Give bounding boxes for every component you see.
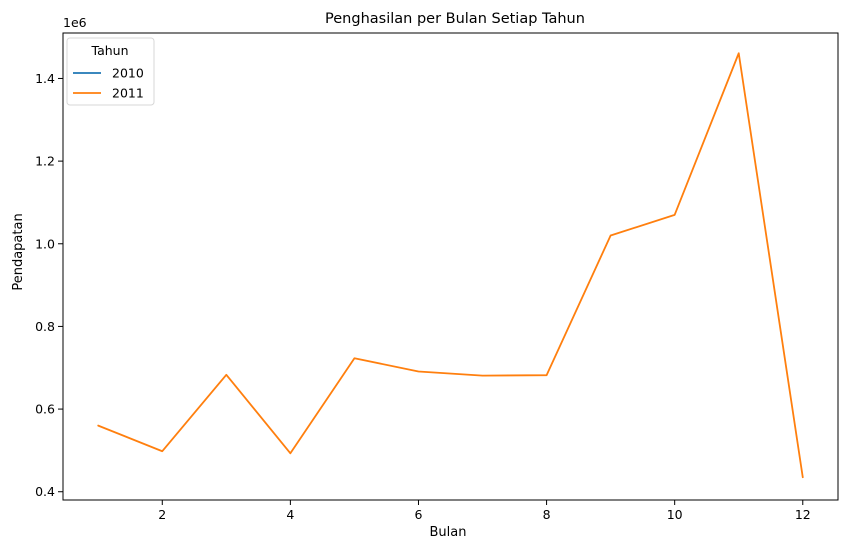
- y-tick-label: 0.8: [35, 319, 55, 334]
- y-tick-label: 0.4: [35, 484, 55, 499]
- x-axis-ticks: 2 4 6 8 10 12: [158, 500, 811, 522]
- y-axis-label: Pendapatan: [11, 213, 26, 290]
- legend-label-2010: 2010: [112, 66, 144, 81]
- y-offset-label: 1e6: [63, 15, 87, 30]
- y-tick-label: 1.4: [35, 71, 55, 86]
- y-tick-label: 0.6: [35, 402, 55, 417]
- x-tick-label: 8: [543, 507, 551, 522]
- x-tick-label: 4: [286, 507, 294, 522]
- y-tick-label: 1.2: [35, 154, 55, 169]
- legend-label-2011: 2011: [112, 86, 144, 101]
- legend-title: Tahun: [91, 43, 129, 58]
- series-line-2011: [97, 52, 804, 479]
- y-tick-label: 1.0: [35, 236, 55, 251]
- x-tick-label: 12: [795, 507, 811, 522]
- series-lines: [97, 52, 804, 479]
- chart-title: Penghasilan per Bulan Setiap Tahun: [325, 11, 585, 27]
- plot-frame: [62, 32, 839, 501]
- x-axis-label: Bulan: [430, 525, 467, 540]
- plot-area: [62, 32, 839, 501]
- legend: Tahun 2010 2011: [66, 37, 155, 106]
- x-tick-label: 2: [158, 507, 166, 522]
- x-tick-label: 6: [414, 507, 422, 522]
- x-tick-label: 10: [667, 507, 683, 522]
- legend-box: [66, 37, 155, 106]
- y-axis-ticks: 0.4 0.6 0.8 1.0 1.2 1.4: [35, 71, 63, 499]
